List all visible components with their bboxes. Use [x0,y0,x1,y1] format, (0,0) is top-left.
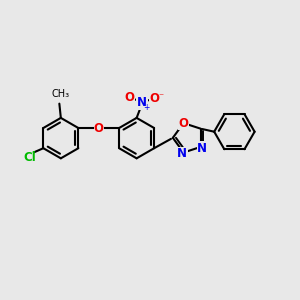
Text: ⁻: ⁻ [158,93,164,103]
Text: N: N [137,96,147,109]
Text: O: O [178,117,188,130]
Text: N: N [197,142,207,155]
Text: CH₃: CH₃ [52,89,70,99]
Text: O: O [149,92,160,105]
Text: N: N [177,148,187,160]
Text: Cl: Cl [23,151,36,164]
Text: +: + [143,103,150,112]
Text: O: O [124,91,134,103]
Text: O: O [94,122,104,134]
